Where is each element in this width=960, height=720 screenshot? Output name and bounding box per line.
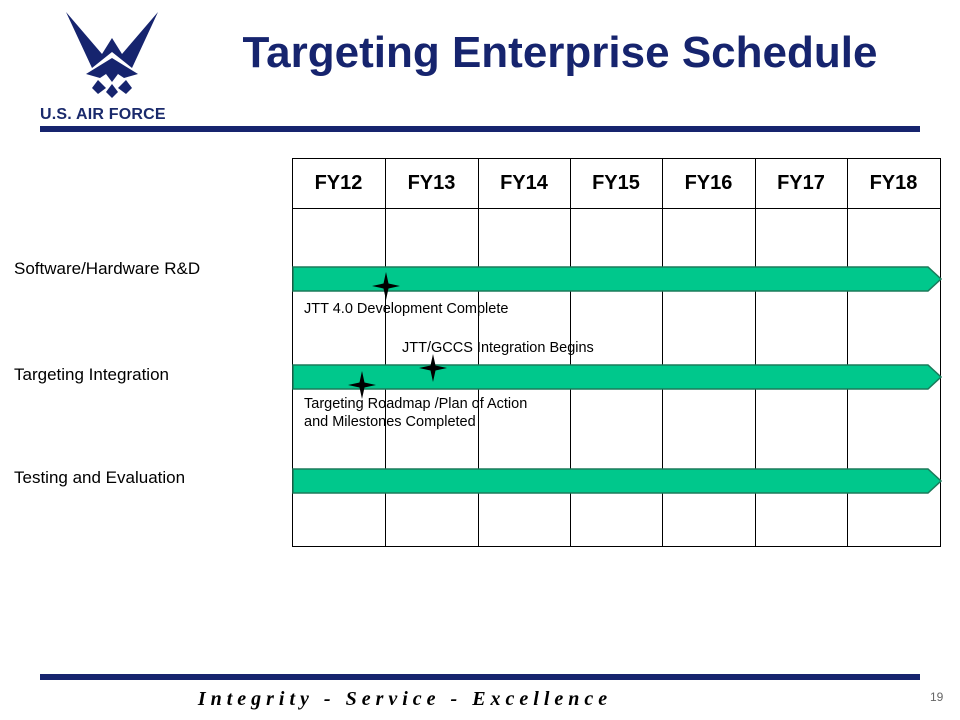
footer-divider — [40, 674, 920, 680]
milestone-star-icon — [419, 354, 447, 382]
milestone-label: JTT 4.0 Development Complete — [304, 301, 509, 317]
year-header: FY13 — [407, 171, 456, 194]
page-title: Targeting Enterprise Schedule — [242, 28, 878, 77]
schedule-bar-targeting-integration — [292, 364, 942, 390]
milestone-star-icon — [348, 371, 376, 399]
page-number: 19 — [930, 690, 944, 704]
row-label-targeting-integration: Targeting Integration — [14, 365, 169, 384]
grid-line — [570, 158, 571, 547]
row-label-testing-evaluation: Testing and Evaluation — [14, 468, 186, 487]
grid-line — [385, 158, 386, 547]
year-header: FY15 — [592, 171, 640, 194]
milestone-label-line: Targeting Roadmap /Plan of Action — [304, 396, 528, 412]
grid-line — [755, 158, 756, 547]
bar-arrow-icon — [292, 266, 942, 292]
year-header: FY18 — [869, 171, 918, 194]
milestone-label: JTT/GCCS Integration Begins — [402, 340, 594, 356]
grid-line — [662, 158, 663, 547]
bar-arrow-icon — [292, 468, 942, 494]
grid-line — [292, 158, 293, 547]
grid-line — [940, 158, 941, 547]
logo-text: U.S. AIR FORCE — [40, 106, 166, 123]
grid-line — [292, 208, 941, 209]
year-header: FY14 — [500, 171, 548, 194]
milestone-star-icon — [372, 272, 400, 300]
year-header: FY17 — [777, 171, 825, 194]
air-force-wings-icon — [66, 12, 158, 98]
schedule-bar-software-hardware — [292, 266, 942, 292]
grid-line — [292, 158, 941, 159]
milestone-label-line: and Milestones Completed — [304, 414, 476, 430]
grid-line — [847, 158, 848, 547]
schedule-bar-testing-evaluation — [292, 468, 942, 494]
milestone-label: Targeting Roadmap /Plan of Action and Mi… — [304, 395, 527, 431]
year-header: FY16 — [684, 171, 733, 194]
air-force-logo: U.S. AIR FORCE — [40, 8, 188, 126]
footer-motto: Integrity - Service - Excellence — [197, 688, 613, 710]
bar-arrow-icon — [292, 364, 942, 390]
grid-line — [478, 158, 479, 547]
schedule-grid: FY12 FY13 FY14 FY15 FY16 FY17 FY18 — [292, 158, 941, 547]
row-label-software-hardware: Software/Hardware R&D — [14, 259, 201, 278]
year-header: FY12 — [314, 171, 363, 194]
header-divider — [40, 126, 920, 132]
grid-line — [292, 546, 941, 547]
